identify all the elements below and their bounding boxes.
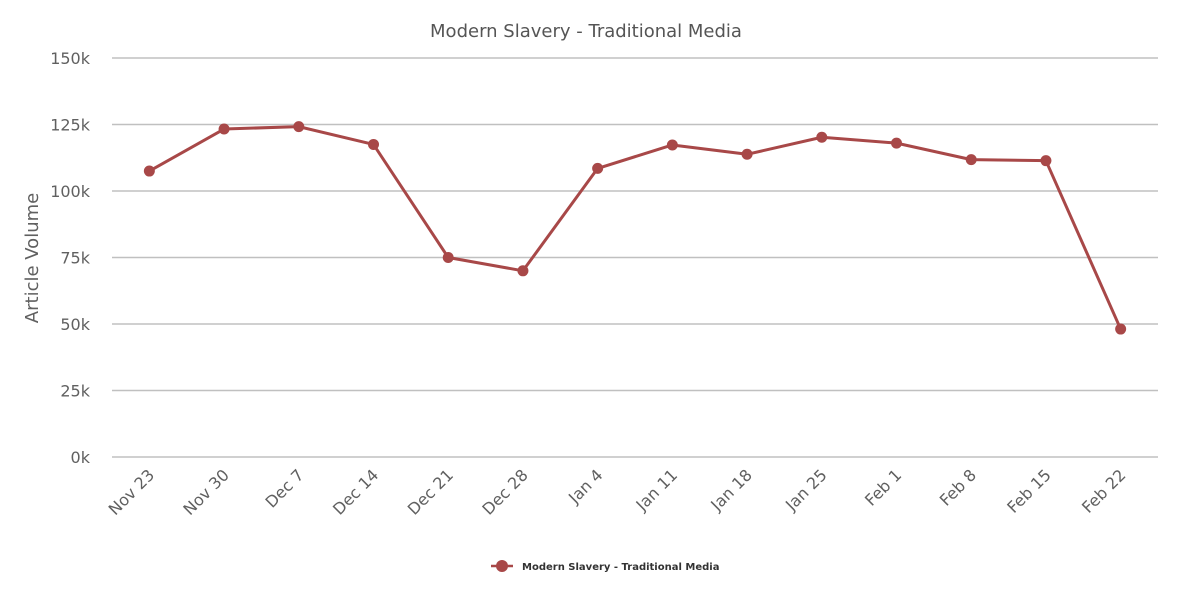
x-tick-label: Dec 21 [404, 465, 457, 518]
x-tick-label: Jan 18 [706, 465, 756, 515]
y-tick-label: 75k [60, 249, 90, 268]
legend-label: Modern Slavery - Traditional Media [522, 562, 719, 573]
data-point[interactable] [517, 265, 529, 277]
y-tick-label: 25k [60, 382, 90, 401]
y-axis-ticks: 0k 25k 50k 75k 100k 125k 150k [50, 49, 91, 467]
series-line [148, 125, 1123, 330]
x-tick-label: Jan 25 [781, 465, 831, 515]
data-point[interactable] [143, 165, 155, 177]
y-tick-label: 0k [71, 448, 91, 467]
x-tick-label: Dec 7 [261, 465, 307, 511]
data-point[interactable] [442, 252, 454, 263]
data-point[interactable] [1115, 323, 1127, 335]
y-tick-label: 50k [60, 315, 90, 334]
x-axis-ticks: Nov 23 Nov 30 Dec 7 Dec 14 Dec 21 Dec 28 Jan 4… [105, 465, 1130, 519]
y-tick-label: 150k [50, 49, 91, 68]
x-tick-label: Dec 28 [478, 465, 531, 518]
x-tick-label: Feb 15 [1003, 465, 1054, 516]
y-tick-label: 125k [50, 116, 91, 135]
series-layer [143, 121, 1127, 335]
data-point[interactable] [965, 154, 977, 166]
data-point[interactable] [741, 148, 753, 160]
x-tick-label: Feb 22 [1078, 465, 1129, 516]
x-tick-label: Nov 23 [105, 465, 159, 519]
legend-swatch-marker [496, 560, 508, 572]
y-axis-label: Article Volume [22, 193, 43, 323]
data-point[interactable] [816, 131, 828, 143]
data-point[interactable] [218, 123, 230, 135]
x-tick-label: Feb 1 [861, 465, 905, 509]
data-point[interactable] [666, 139, 678, 151]
data-point[interactable] [293, 121, 305, 133]
legend[interactable]: Modern Slavery - Traditional Media [491, 560, 719, 573]
data-point[interactable] [1040, 155, 1052, 167]
chart-title: Modern Slavery - Traditional Media [430, 21, 742, 42]
x-tick-label: Feb 8 [936, 465, 980, 509]
data-point[interactable] [891, 137, 902, 149]
x-tick-label: Jan 4 [564, 465, 606, 507]
x-tick-label: Jan 11 [632, 465, 682, 515]
x-tick-label: Dec 14 [329, 465, 382, 518]
data-point[interactable] [592, 162, 604, 174]
x-tick-label: Nov 30 [179, 465, 233, 519]
data-point[interactable] [368, 138, 379, 150]
gridlines [112, 57, 1158, 458]
y-tick-label: 100k [50, 182, 91, 201]
